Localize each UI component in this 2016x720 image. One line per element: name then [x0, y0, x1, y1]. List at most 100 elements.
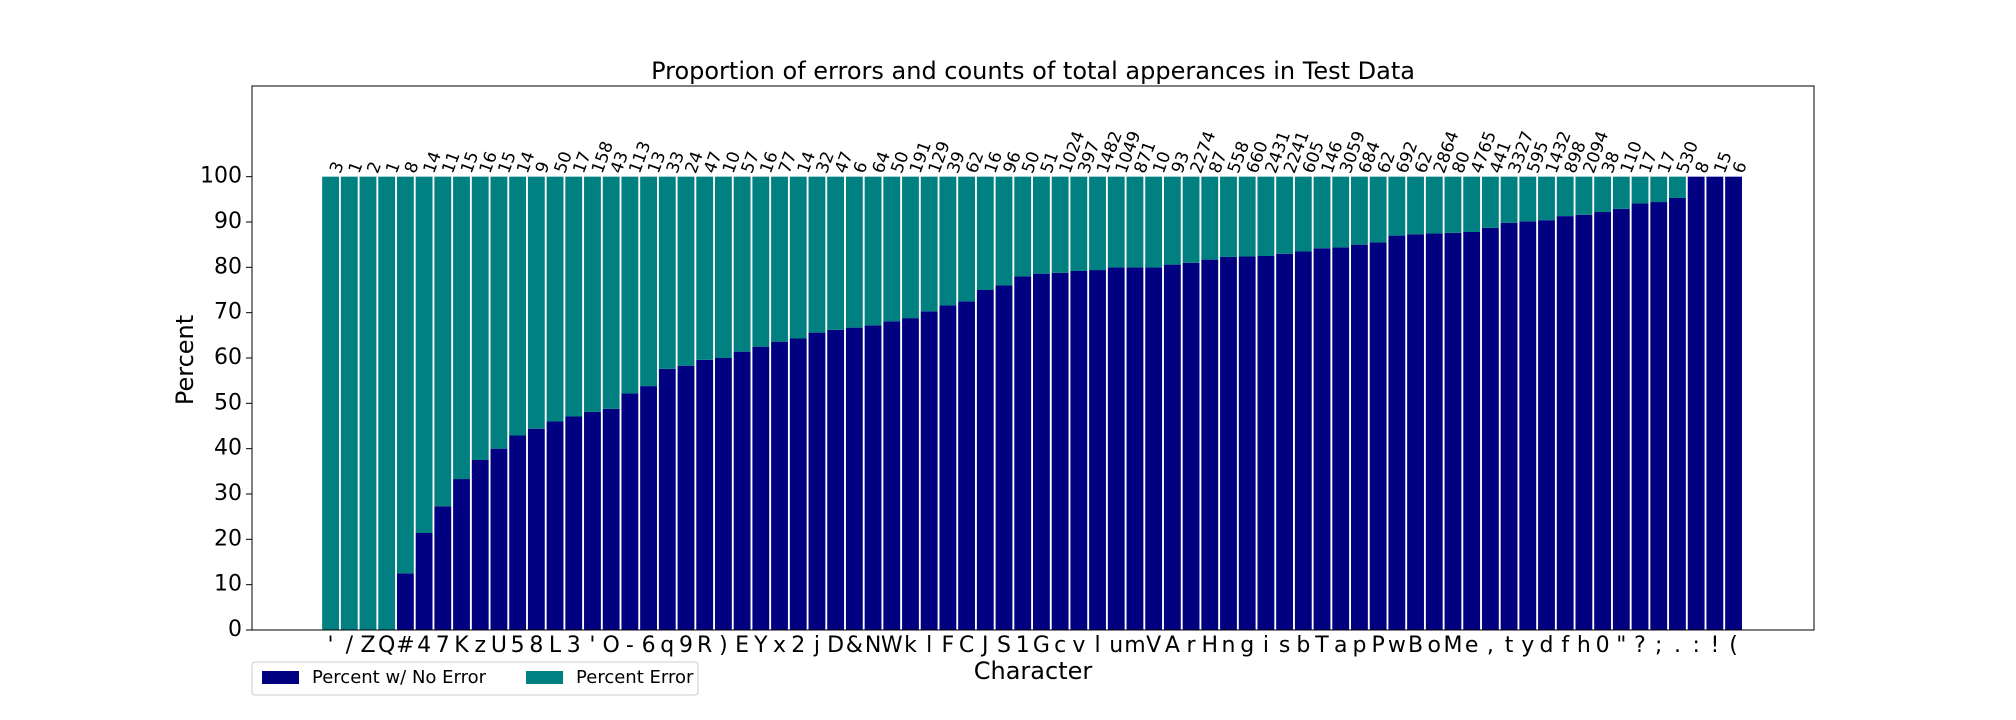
x-tick-label: U	[491, 633, 507, 658]
x-tick-label: ;	[1655, 633, 1662, 658]
bar-segment	[1481, 227, 1499, 631]
bar-segment	[1669, 197, 1686, 630]
bar-segment	[1145, 176, 1163, 268]
bar-segment	[1126, 176, 1144, 268]
bar-segment	[1145, 267, 1163, 630]
x-tick-label: 7	[436, 633, 450, 658]
bar-segment	[1388, 176, 1406, 236]
bar-segment	[883, 176, 901, 322]
bar-segment	[1220, 176, 1237, 257]
bar-segment	[453, 479, 470, 630]
x-tick-label: q	[660, 633, 674, 658]
bar-segment	[471, 460, 489, 630]
chart-title: Proportion of errors and counts of total…	[651, 57, 1415, 85]
x-tick-label: H	[1202, 633, 1219, 658]
x-tick-label: 2	[791, 633, 805, 658]
bar-segment	[434, 506, 452, 630]
x-tick-label: #	[396, 633, 414, 658]
bar-segment	[1388, 235, 1406, 630]
x-tick-label: G	[1033, 633, 1050, 658]
bar-segment	[565, 176, 583, 417]
x-tick-label: J	[980, 633, 989, 658]
bar-segment	[1594, 176, 1612, 213]
bar-segment	[1201, 176, 1219, 260]
x-tick-label: '	[328, 633, 334, 658]
bar-segment	[1163, 264, 1181, 630]
bar-segment	[1070, 270, 1088, 630]
x-tick-label: y	[1521, 633, 1534, 658]
bar-segment	[453, 176, 470, 480]
bar-segment	[883, 321, 901, 630]
x-tick-label: u	[1109, 633, 1123, 658]
bar-segment	[1631, 203, 1649, 630]
x-tick-label: '	[589, 633, 595, 658]
x-tick-label: 6	[642, 633, 656, 658]
bar-segment	[1538, 220, 1555, 631]
bar-segment	[1089, 270, 1106, 630]
x-tick-label: t	[1505, 633, 1514, 658]
bar-segment	[902, 176, 919, 319]
bar-segment	[509, 176, 527, 436]
x-tick-label: Q	[378, 633, 395, 658]
x-tick-label: &	[846, 633, 863, 658]
bar-segment	[1425, 233, 1443, 631]
x-tick-label: i	[1263, 633, 1269, 658]
bar-segment	[845, 176, 863, 328]
x-axis-label: Character	[974, 657, 1093, 685]
bar-segment	[771, 341, 788, 630]
x-tick-label: 5	[511, 633, 525, 658]
bar-segment	[658, 176, 676, 369]
bar-segment	[771, 176, 788, 342]
bar-segment	[359, 176, 377, 630]
x-tick-label: l	[926, 633, 932, 658]
bar-segment	[1107, 176, 1125, 268]
bar-segment	[1444, 232, 1462, 630]
bar-segment	[1126, 267, 1144, 630]
y-tick-label: 50	[214, 390, 242, 415]
bar-segment	[527, 176, 545, 429]
bar-segment	[995, 176, 1013, 286]
bar-segment	[902, 318, 919, 630]
bar-segment	[1669, 176, 1686, 198]
x-tick-label: :	[1692, 633, 1699, 658]
bar-segment	[1575, 214, 1593, 630]
x-tick-label: o	[1428, 633, 1441, 658]
y-tick-label: 40	[214, 436, 242, 461]
bar-segment	[621, 393, 639, 630]
bar-segment	[1351, 176, 1368, 245]
bar-segment	[1463, 176, 1481, 232]
bar-segment	[1276, 253, 1294, 630]
bar-segment	[1444, 176, 1462, 233]
x-tick-label: P	[1371, 633, 1384, 658]
bar-segment	[1033, 176, 1050, 274]
y-axis-label: Percent	[171, 315, 199, 405]
x-tick-label: a	[1334, 633, 1347, 658]
x-tick-label: C	[959, 633, 974, 658]
x-tick-label: /	[346, 633, 354, 658]
bar-segment	[415, 532, 433, 630]
x-tick-label: F	[942, 633, 955, 658]
bar-segment	[1369, 176, 1387, 243]
y-tick-label: 20	[214, 526, 242, 551]
bar-segment	[1519, 176, 1537, 222]
x-tick-label: "	[1616, 633, 1626, 658]
x-tick-label: g	[1240, 633, 1254, 658]
x-tick-label: Y	[753, 633, 768, 658]
legend-swatch	[262, 671, 299, 684]
legend-label: Percent w/ No Error	[312, 667, 487, 688]
x-tick-label: .	[1674, 633, 1681, 658]
bar-segment	[920, 311, 938, 630]
bar-segment	[527, 428, 545, 630]
bar-segment	[845, 327, 863, 630]
bar-segment	[1182, 176, 1200, 263]
bar-segment	[1332, 247, 1350, 631]
y-tick-label: 60	[214, 345, 242, 370]
x-tick-label: ,	[1487, 633, 1494, 658]
bar-segment	[1612, 208, 1630, 630]
x-tick-label: 1	[1016, 633, 1030, 658]
bar-segment	[396, 176, 414, 574]
x-tick-label: Z	[360, 633, 375, 658]
bar-segment	[1556, 176, 1574, 217]
bar-segment	[658, 368, 676, 630]
